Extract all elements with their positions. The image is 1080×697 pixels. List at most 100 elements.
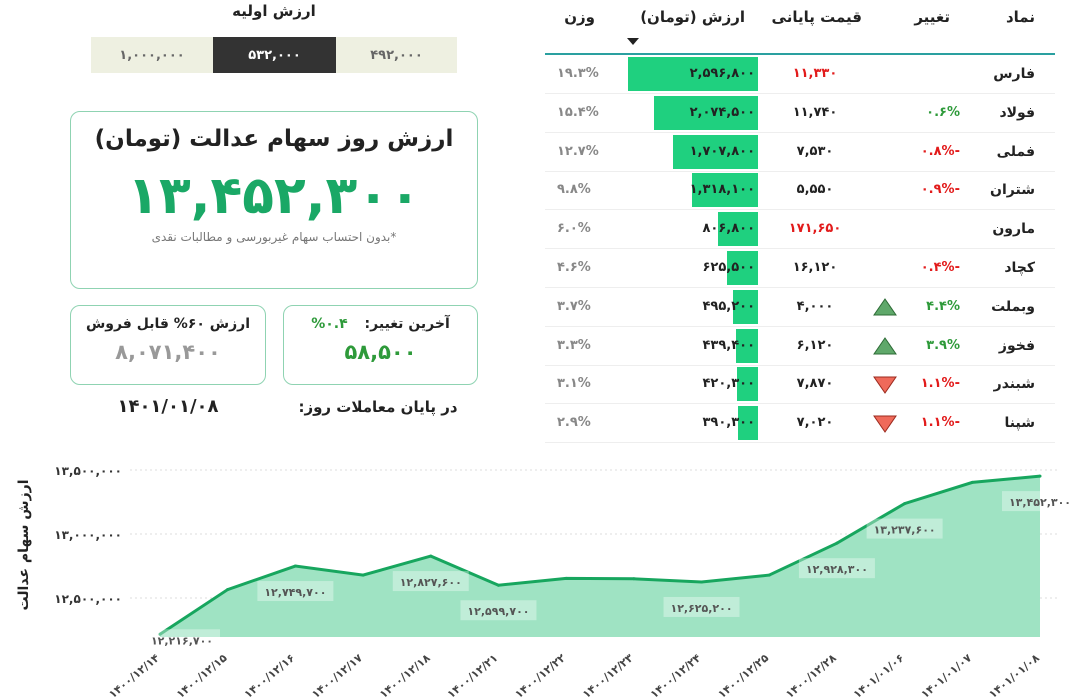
data-point xyxy=(700,580,704,584)
data-point xyxy=(158,632,162,636)
last-change-label: آخرین تغییر: xyxy=(364,316,450,332)
data-point xyxy=(226,588,230,592)
symbol-cell[interactable]: مارون xyxy=(992,221,1035,238)
change-cell: -۱.۱% xyxy=(920,376,960,392)
weight-cell: ۴.۶% xyxy=(557,260,591,275)
weight-cell: ۱۹.۳% xyxy=(557,66,599,81)
x-tick-label: ۱۴۰۱/۰۱/۰۷ xyxy=(919,651,975,697)
weight-cell: ۱۵.۴% xyxy=(557,104,599,120)
weight-cell: ۹.۸% xyxy=(557,182,591,198)
symbol-cell[interactable]: فملی xyxy=(996,143,1035,160)
symbol-cell[interactable]: فخوز xyxy=(998,337,1035,354)
value-bar xyxy=(737,367,758,402)
symbol-cell[interactable]: فارس xyxy=(993,66,1035,82)
x-tick-label: ۱۴۰۰/۱۲/۲۱ xyxy=(445,651,501,697)
x-tick-label: ۱۴۰۱/۰۱/۰۸ xyxy=(986,651,1042,697)
symbol-cell[interactable]: شپنا xyxy=(1004,415,1035,432)
change-cell: -۰.۹% xyxy=(920,182,960,198)
data-point xyxy=(429,554,433,558)
y-tick-label: ۱۲,۵۰۰,۰۰۰ xyxy=(54,592,122,606)
symbol-cell[interactable]: شبندر xyxy=(993,376,1035,393)
table-row[interactable]: فولاد ۰.۶% ۱۱,۷۴۰ ۲,۰۷۴,۵۰۰ ۱۵.۴% xyxy=(545,94,1055,133)
table-row[interactable]: فملی -۰.۸% ۷,۵۳۰ ۱,۷۰۷,۸۰۰ ۱۲.۷% xyxy=(545,133,1055,172)
data-label: ۱۲,۲۱۶,۷۰۰ xyxy=(151,634,213,647)
total-value-card: ارزش روز سهام عدالت (تومان) ۱۳,۴۵۲,۳۰۰ *… xyxy=(70,111,478,289)
data-label: ۱۲,۹۲۸,۳۰۰ xyxy=(806,563,868,576)
table-row[interactable]: شتران -۰.۹% ۵,۵۵۰ ۱,۳۱۸,۱۰۰ ۹.۸% xyxy=(545,171,1055,211)
header-symbol[interactable]: نماد xyxy=(1005,8,1035,26)
table-row[interactable]: فارس ۱۱,۳۳۰ ۲,۵۹۶,۸۰۰ ۱۹.۳% xyxy=(545,55,1055,94)
table-row[interactable]: شبندر -۱.۱% ۷,۸۷۰ ۴۲۰,۳۰۰ ۳.۱% xyxy=(545,365,1055,405)
weight-cell: ۶.۰% xyxy=(557,221,591,237)
initial-option-532000[interactable]: ۵۳۲,۰۰۰ xyxy=(213,37,336,73)
data-label: ۱۲,۸۲۷,۶۰۰ xyxy=(400,576,462,589)
table-row[interactable]: وبملت ۴.۴% ۴,۰۰۰ ۴۹۵,۲۰۰ ۳.۷% xyxy=(545,288,1055,327)
x-tick-label: ۱۴۰۰/۱۲/۱۷ xyxy=(309,651,365,697)
value-bar xyxy=(736,328,758,363)
data-point xyxy=(361,573,365,577)
y-axis-label: ارزش سهام عدالت xyxy=(16,479,32,610)
last-change-value: ۵۸,۵۰۰ xyxy=(344,340,417,364)
total-value-title: ارزش روز سهام عدالت (تومان) xyxy=(94,126,454,152)
value-bar xyxy=(718,212,758,247)
x-tick-label: ۱۴۰۰/۱۲/۲۳ xyxy=(580,651,636,697)
down-triangle-icon xyxy=(873,376,897,395)
y-tick-label: ۱۳,۰۰۰,۰۰۰ xyxy=(54,528,122,542)
change-cell: ۰.۶% xyxy=(926,104,960,120)
header-close[interactable]: قیمت پایانی xyxy=(771,8,862,26)
data-label-bg xyxy=(866,518,943,539)
value-bar xyxy=(628,57,758,91)
symbol-cell[interactable]: وبملت xyxy=(991,298,1035,315)
data-label: ۱۲,۶۲۵,۲۰۰ xyxy=(670,602,732,615)
table-row[interactable]: فخوز ۳.۹% ۶,۱۲۰ ۴۳۹,۴۰۰ ۳.۳% xyxy=(545,327,1055,366)
change-cell: ۳.۹% xyxy=(926,337,960,353)
table-row[interactable]: شپنا -۱.۱% ۷,۰۲۰ ۳۹۰,۳۰۰ ۲.۹% xyxy=(545,404,1055,444)
header-value[interactable]: ارزش (تومان) xyxy=(640,8,745,26)
value-bar xyxy=(738,406,758,441)
header-change[interactable]: تغییر xyxy=(914,8,950,26)
symbol-cell[interactable]: کچاد xyxy=(1004,260,1035,276)
table-row[interactable]: مارون ۱۷۱,۶۵۰ ۸۰۶,۸۰۰ ۶.۰% xyxy=(545,210,1055,250)
area-fill xyxy=(160,476,1040,637)
value-bar xyxy=(733,289,758,324)
series-line xyxy=(159,474,1041,636)
x-tick-label: ۱۴۰۰/۱۲/۱۴ xyxy=(106,651,162,697)
last-change-row: آخرین تغییر: ۰.۴% xyxy=(284,316,477,332)
weight-cell: ۱۲.۷% xyxy=(557,143,599,159)
data-point xyxy=(1038,474,1042,478)
initial-option-1000000[interactable]: ۱,۰۰۰,۰۰۰ xyxy=(91,37,213,73)
x-tick-label: ۱۴۰۰/۱۲/۱۸ xyxy=(377,651,433,697)
x-tick-label: ۱۴۰۱/۰۱/۰۶ xyxy=(851,651,907,697)
data-label-bg xyxy=(798,558,875,579)
x-tick-label: ۱۴۰۰/۱۲/۲۵ xyxy=(715,651,771,697)
symbol-cell[interactable]: شتران xyxy=(990,182,1035,199)
sort-desc-icon[interactable] xyxy=(627,38,639,45)
change-cell: ۴.۴% xyxy=(926,298,960,314)
data-label-bg xyxy=(392,571,469,592)
weight-cell: ۳.۷% xyxy=(557,298,591,314)
up-triangle-icon xyxy=(873,297,897,316)
data-point xyxy=(903,502,907,506)
value-cell: ۲,۰۷۴,۵۰۰ xyxy=(689,104,755,120)
data-point xyxy=(293,564,297,568)
change-cell: -۰.۸% xyxy=(920,143,960,159)
x-tick-label: ۱۴۰۰/۱۲/۲۸ xyxy=(783,651,839,697)
data-point xyxy=(564,576,568,580)
x-tick-label: ۱۴۰۰/۱۲/۲۲ xyxy=(512,651,568,697)
data-label: ۱۲,۵۹۹,۷۰۰ xyxy=(467,605,529,618)
value-bar xyxy=(654,95,758,130)
data-label-bg xyxy=(144,629,220,650)
initial-option-492000[interactable]: ۴۹۲,۰۰۰ xyxy=(336,37,457,73)
symbol-cell[interactable]: فولاد xyxy=(999,104,1035,121)
sellable-title: ارزش ۶۰% قابل فروش xyxy=(85,316,251,332)
data-label-bg xyxy=(257,581,334,602)
table-row[interactable]: کچاد -۰.۴% ۱۶,۱۲۰ ۶۲۵,۵۰۰ ۴.۶% xyxy=(545,249,1055,288)
close-price-cell: ۵,۵۵۰ xyxy=(796,182,834,198)
value-cell: ۶۲۵,۵۰۰ xyxy=(702,260,755,275)
trade-date-label: در پایان معاملات روز: xyxy=(298,398,458,416)
value-cell: ۴۹۵,۲۰۰ xyxy=(702,298,755,314)
last-change-card: آخرین تغییر: ۰.۴% ۵۸,۵۰۰ xyxy=(283,305,478,385)
header-weight[interactable]: وزن xyxy=(564,8,595,26)
value-cell: ۳۹۰,۳۰۰ xyxy=(702,415,755,431)
data-label-bg xyxy=(663,596,740,617)
